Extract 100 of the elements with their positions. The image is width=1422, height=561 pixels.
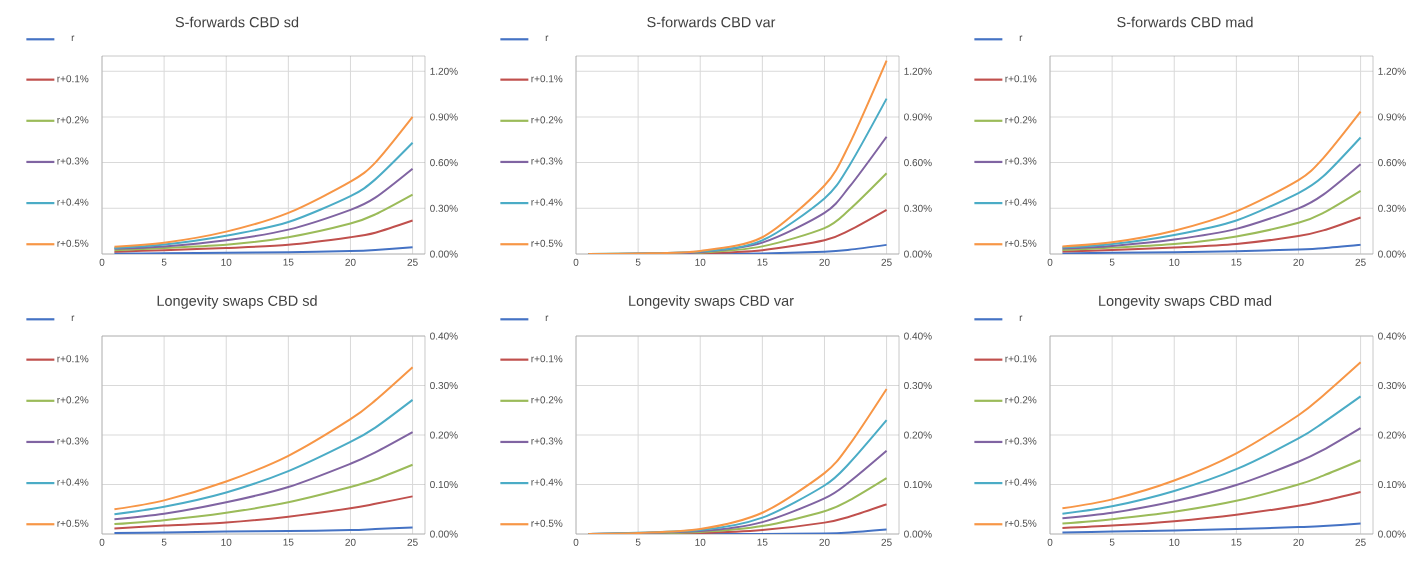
- line-series: [1061, 163, 1362, 250]
- legend-label: r+0.1%: [57, 355, 89, 363]
- x-tick-label: 25: [1355, 258, 1366, 266]
- legend-label: r+0.3%: [531, 157, 563, 165]
- y-tick-label: 0.90%: [904, 113, 932, 121]
- line-series: [113, 463, 414, 526]
- legend-label: r+0.5%: [1005, 239, 1037, 247]
- line-series: [1061, 522, 1362, 534]
- x-tick-label: 15: [283, 538, 294, 546]
- legend-label: r+0.4%: [57, 198, 89, 206]
- y-tick-label: 0.00%: [1378, 250, 1406, 258]
- y-tick-label: 0.40%: [1378, 332, 1406, 340]
- line-series: [587, 59, 888, 255]
- legend-label: r+0.4%: [531, 198, 563, 206]
- x-tick-label: 5: [635, 538, 641, 546]
- legend-label: r+0.3%: [1005, 437, 1037, 445]
- y-tick-label: 0.30%: [1378, 381, 1406, 390]
- line-series: [1061, 110, 1362, 248]
- legend-label: r: [71, 35, 75, 41]
- line-series: [1061, 361, 1362, 510]
- line-series: [113, 246, 414, 255]
- y-tick-label: 0.90%: [430, 113, 458, 121]
- line-series: [113, 495, 414, 530]
- x-tick-label: 15: [1231, 538, 1242, 546]
- x-tick-label: 15: [757, 538, 768, 546]
- legend-label: r: [545, 35, 549, 41]
- x-tick-label: 25: [407, 538, 418, 546]
- legend-label: r+0.5%: [531, 519, 563, 527]
- x-tick-label: 10: [1169, 258, 1180, 266]
- x-tick-label: 15: [1231, 258, 1242, 266]
- legend-label: r+0.1%: [1005, 75, 1037, 83]
- legend-label: r+0.4%: [57, 478, 89, 486]
- line-series: [1061, 459, 1362, 525]
- line-series: [113, 141, 414, 249]
- legend-label: r+0.5%: [57, 239, 89, 247]
- legend-label: r+0.4%: [1005, 198, 1037, 206]
- legend-label: r+0.5%: [57, 519, 89, 527]
- x-tick-label: 25: [1355, 538, 1366, 546]
- legend-label: r: [71, 315, 75, 321]
- line-series: [113, 398, 414, 516]
- x-tick-label: 20: [1293, 258, 1304, 266]
- legend-label: r+0.1%: [57, 75, 89, 83]
- y-tick-label: 0.40%: [430, 332, 458, 340]
- x-tick-label: 0: [1047, 258, 1053, 266]
- line-series: [113, 431, 414, 521]
- legend-label: r+0.3%: [1005, 157, 1037, 165]
- chart-title: Longevity swaps CBD var: [629, 295, 794, 309]
- x-tick-label: 20: [819, 258, 830, 266]
- chart-title: S-forwards CBD var: [647, 16, 776, 28]
- x-tick-label: 10: [695, 538, 706, 546]
- x-tick-label: 20: [345, 538, 356, 546]
- legend-label: r+0.2%: [531, 396, 563, 404]
- y-tick-label: 0.00%: [1378, 530, 1406, 538]
- y-tick-label: 0.10%: [430, 480, 458, 489]
- line-series: [113, 366, 414, 511]
- y-tick-label: 0.40%: [904, 332, 932, 340]
- legend-label: r+0.5%: [1005, 519, 1037, 527]
- line-series: [1061, 490, 1362, 530]
- line-series: [1061, 427, 1362, 520]
- x-tick-label: 0: [1047, 538, 1053, 546]
- legend-label: r+0.3%: [531, 437, 563, 445]
- x-tick-label: 5: [161, 538, 167, 546]
- x-tick-label: 15: [757, 258, 768, 266]
- y-tick-label: 1.20%: [904, 67, 932, 75]
- y-tick-label: 1.20%: [430, 67, 458, 75]
- y-tick-label: 0.00%: [430, 530, 458, 538]
- x-tick-label: 5: [161, 258, 167, 266]
- x-tick-label: 5: [1109, 258, 1115, 266]
- x-tick-label: 20: [819, 538, 830, 546]
- y-tick-label: 0.20%: [904, 431, 932, 439]
- chart-title: Longevity swaps CBD mad: [1099, 295, 1272, 309]
- legend-label: r: [1019, 315, 1023, 321]
- legend-label: r+0.3%: [57, 157, 89, 165]
- legend-label: r+0.3%: [57, 437, 89, 445]
- legend-label: r: [545, 315, 549, 321]
- x-tick-label: 10: [1169, 538, 1180, 546]
- x-tick-label: 0: [99, 538, 105, 546]
- x-tick-label: 0: [99, 258, 105, 266]
- x-tick-label: 10: [221, 258, 232, 266]
- line-series: [1061, 216, 1362, 253]
- legend-label: r+0.2%: [57, 116, 89, 124]
- x-tick-label: 0: [573, 538, 579, 546]
- line-series: [587, 387, 888, 535]
- x-tick-label: 20: [345, 258, 356, 266]
- legend-label: r+0.2%: [1005, 396, 1037, 404]
- y-tick-label: 0.10%: [904, 480, 932, 489]
- legend-label: r+0.2%: [1005, 116, 1037, 124]
- y-tick-label: 0.20%: [1378, 431, 1406, 439]
- legend-label: r+0.2%: [57, 396, 89, 404]
- y-tick-label: 1.20%: [1378, 67, 1406, 75]
- x-tick-label: 25: [881, 538, 892, 546]
- x-tick-label: 5: [1109, 538, 1115, 546]
- y-tick-label: 0.30%: [904, 204, 932, 212]
- y-tick-label: 0.00%: [904, 530, 932, 538]
- y-tick-label: 0.10%: [1378, 480, 1406, 489]
- line-series: [113, 167, 414, 250]
- x-tick-label: 5: [635, 258, 641, 266]
- line-series: [113, 115, 414, 248]
- line-series: [1061, 395, 1362, 515]
- y-tick-label: 0.30%: [904, 381, 932, 390]
